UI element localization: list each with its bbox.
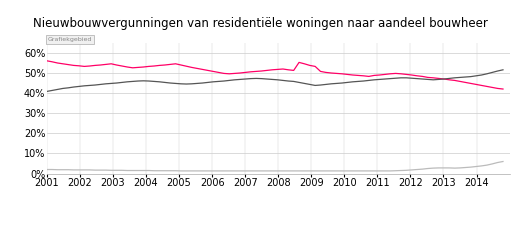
Legend: Particulier, Onderneming, Sociale Huisvesting: Particulier, Onderneming, Sociale Huisve…: [93, 239, 464, 241]
Text: Grafiekgebied: Grafiekgebied: [48, 37, 92, 42]
Text: Nieuwbouwvergunningen van residentiële woningen naar aandeel bouwheer: Nieuwbouwvergunningen van residentiële w…: [33, 17, 487, 30]
